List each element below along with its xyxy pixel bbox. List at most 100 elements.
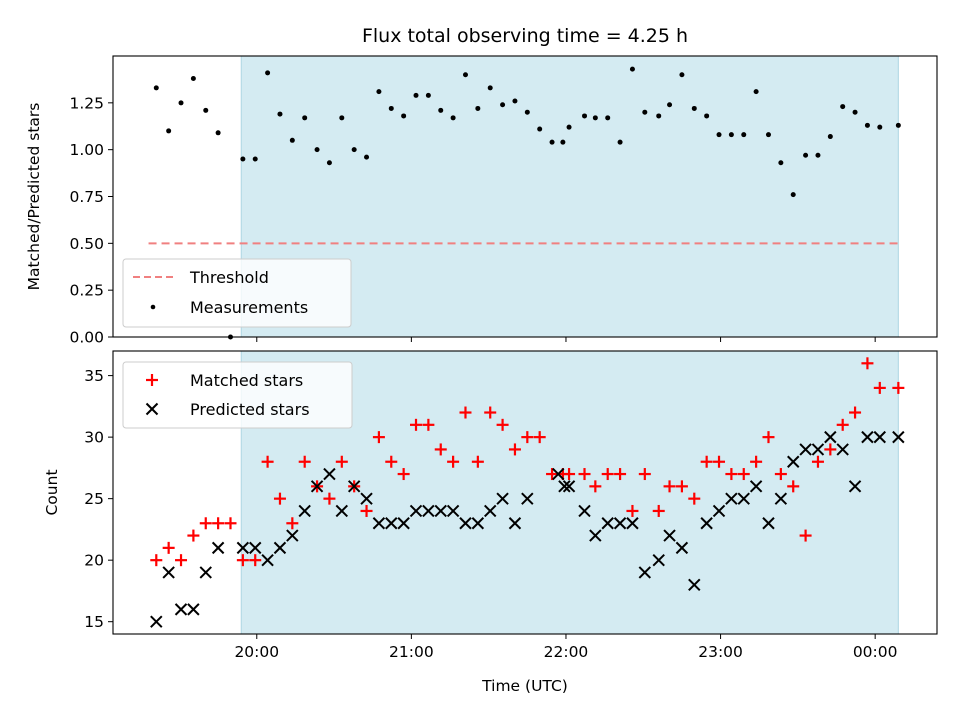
predicted-star-point [892, 430, 905, 444]
bottom-y-tick-label: 15 [84, 613, 104, 631]
measurement-point [877, 124, 883, 130]
matched-star-point [298, 455, 311, 468]
matched-star-point [750, 455, 763, 468]
matched-star-point [447, 455, 460, 468]
matched-star-point [811, 455, 824, 468]
matched-star-point [601, 468, 614, 481]
matched-star-point [150, 554, 163, 567]
chart-title: Flux total observing time = 4.25 h [362, 25, 688, 47]
measurement-point [438, 107, 444, 113]
predicted-star-point [861, 430, 874, 444]
predicted-star-point [496, 492, 509, 505]
measurement-point [803, 152, 809, 158]
top-y-tick-label: 0.50 [69, 235, 104, 253]
predicted-star-point [774, 492, 788, 505]
measurement-point [524, 109, 530, 115]
top-y-tick-label: 1.25 [69, 94, 104, 112]
matched-star-point [372, 431, 385, 444]
x-tick-label: 00:00 [853, 643, 898, 661]
predicted-star-point [372, 517, 386, 530]
bottom-y-tick-label: 30 [84, 429, 104, 447]
predicted-star-point [347, 480, 361, 493]
matched-star-point [861, 357, 874, 370]
bottom-panel-frame [112, 350, 938, 635]
predicted-star-point [508, 517, 522, 530]
measurement-point [215, 130, 221, 136]
measurement-point [840, 104, 846, 110]
top-panel: 0.00 0.25 0.50 0.75 1.00 1.25 Flux total obse… [25, 25, 938, 347]
top-legend: Threshold Measurements [122, 258, 352, 328]
predicted-star-point [725, 492, 738, 505]
matched-star-point [626, 504, 639, 517]
predicted-star-point [675, 541, 689, 555]
measurement-point [592, 115, 598, 121]
matched-star-point [521, 431, 534, 444]
predicted-star-point [187, 603, 200, 616]
bottom-y-tick-label: 20 [84, 552, 104, 570]
matched-star-point [892, 381, 905, 394]
legend-measurements-label: Measurements [190, 298, 308, 317]
measurement-point [314, 147, 320, 153]
measurement-point [512, 98, 518, 104]
predicted-star-point [601, 517, 614, 530]
predicted-star-point [638, 566, 652, 579]
matched-star-point [873, 381, 886, 394]
legend-x-marker [145, 402, 159, 416]
matched-star-point [261, 455, 274, 468]
measurement-point [289, 137, 295, 143]
top-y-tick-label: 1.00 [69, 141, 104, 159]
measurement-point [852, 109, 858, 115]
predicted-star-point [484, 504, 497, 518]
measurement-point [827, 134, 833, 140]
measurement-point [537, 126, 543, 132]
matched-star-point [249, 554, 262, 567]
bottom-legend-box [122, 361, 353, 429]
predicted-star-point [434, 504, 447, 518]
predicted-star-point [162, 566, 175, 579]
predicted-star-point [799, 443, 812, 456]
predicted-star-point [446, 504, 460, 518]
measurement-point [166, 128, 172, 134]
measurement-point [656, 113, 662, 119]
measurement-point [487, 85, 493, 91]
predicted-star-point [409, 504, 423, 518]
matched-star-point [589, 480, 602, 493]
matched-star-point [212, 517, 225, 530]
bottom-y-tick-label: 25 [84, 490, 104, 508]
matched-star-point [459, 406, 472, 419]
measurement-point [475, 105, 481, 111]
matched-star-point [663, 480, 676, 493]
matched-star-point [508, 443, 521, 456]
measurement-point [716, 132, 722, 138]
measurement-point [582, 113, 588, 119]
legend-matched-label: Matched stars [190, 371, 303, 390]
predicted-star-point [626, 517, 639, 530]
predicted-star-point [848, 480, 862, 493]
matched-star-point [199, 517, 212, 530]
legend-measurements-swatch [150, 304, 156, 310]
legend-matched-swatch [146, 374, 158, 386]
matched-star-point [700, 455, 713, 468]
top-y-tick-label: 0.25 [69, 282, 104, 300]
matched-star-point [799, 529, 812, 542]
matched-star-point [787, 480, 800, 493]
bottom-y-axis-label: Count [43, 469, 61, 515]
measurement-point [425, 92, 431, 98]
measurement-point [388, 105, 394, 111]
matched-star-point [335, 455, 348, 468]
measurement-point [667, 102, 673, 108]
measurement-point [815, 152, 821, 158]
bottom-y-tick-label: 35 [84, 367, 104, 385]
measurement-point [326, 160, 332, 166]
matched-star-point [496, 418, 509, 431]
predicted-star-point [787, 455, 800, 468]
top-legend-box [122, 258, 352, 328]
measurement-point [642, 109, 648, 115]
matched-star-point [533, 431, 546, 444]
predicted-star-point [471, 517, 485, 530]
predicted-star-point [562, 480, 576, 493]
predicted-star-point [552, 467, 565, 481]
matched-star-point [614, 468, 627, 481]
predicted-star-point [558, 480, 571, 493]
